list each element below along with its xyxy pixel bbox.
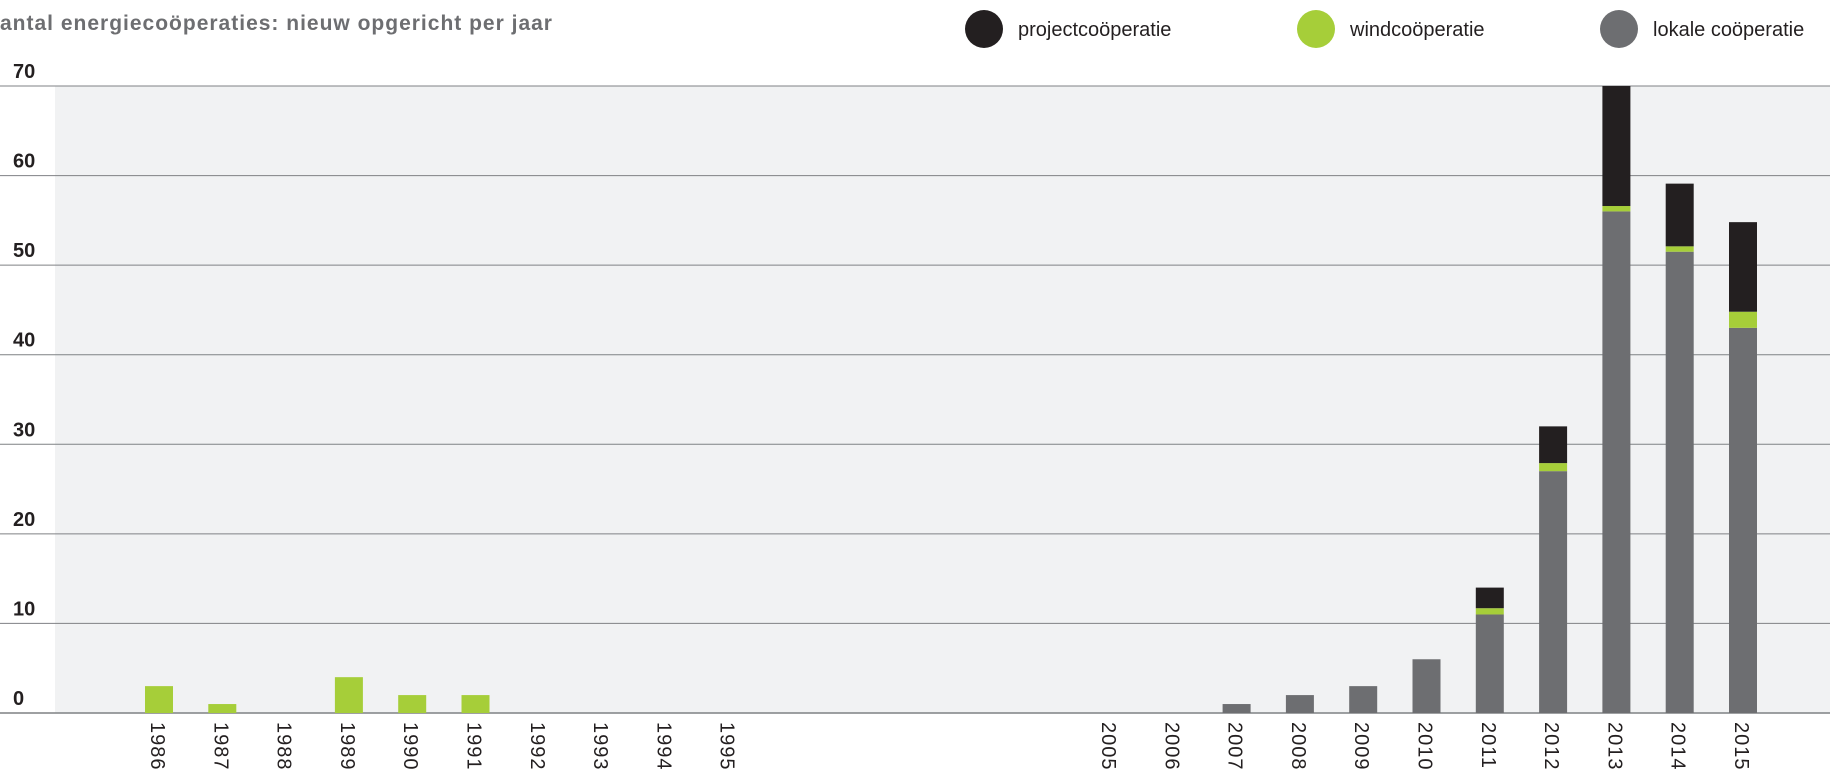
y-tick-label-70: 70 [13, 61, 35, 83]
y-tick-label-0: 0 [13, 688, 24, 710]
x-tick-label-1987: 1987 [209, 722, 231, 771]
bar-2013-projectcoöperatie [1602, 86, 1631, 207]
bar-2015-windcoöperatie [1729, 311, 1757, 328]
x-tick-label-2012: 2012 [1540, 722, 1562, 771]
x-tick-label-2008: 2008 [1287, 722, 1309, 771]
x-tick-label-2010: 2010 [1414, 722, 1436, 771]
bar-2008-lokale [1285, 695, 1314, 713]
plot-background [55, 86, 1830, 713]
y-tick-label-30: 30 [13, 419, 35, 441]
bar-2013-lokale [1602, 211, 1631, 713]
legend-swatch-projectcoöperatie [965, 10, 1003, 48]
bar-1987-windcoöperatie [208, 704, 237, 713]
legend-swatch-windcoöperatie [1297, 10, 1335, 48]
x-tick-label-2013: 2013 [1603, 722, 1625, 771]
x-tick-label-1988: 1988 [273, 722, 295, 771]
y-tick-label-40: 40 [13, 330, 35, 352]
bar-2011-lokale [1475, 614, 1504, 713]
x-tick-label-1994: 1994 [652, 722, 674, 771]
x-tick-label-2006: 2006 [1160, 722, 1182, 771]
bar-2012-lokale [1539, 471, 1568, 713]
bar-2014-projectcoöperatie [1665, 183, 1694, 247]
legend-label-projectcoöperatie: projectcoöperatie [1018, 19, 1171, 41]
bar-2011-windcoöperatie [1475, 608, 1504, 615]
x-tick-label-2015: 2015 [1730, 722, 1752, 771]
bar-2012-windcoöperatie [1539, 463, 1568, 472]
legend-label-windcoöperatie: windcoöperatie [1349, 19, 1485, 41]
x-tick-label-1995: 1995 [716, 722, 738, 771]
bar-2014-lokale [1665, 251, 1694, 713]
y-tick-label-10: 10 [13, 598, 35, 620]
bar-2013-windcoöperatie [1602, 206, 1631, 212]
bar-1990-windcoöperatie [398, 695, 427, 713]
x-tick-label-1993: 1993 [589, 722, 611, 771]
y-tick-label-50: 50 [13, 240, 35, 262]
bar-2012-projectcoöperatie [1539, 426, 1568, 464]
x-tick-label-2005: 2005 [1097, 722, 1119, 771]
x-tick-label-1992: 1992 [526, 722, 548, 771]
bar-2011-projectcoöperatie [1475, 587, 1504, 609]
x-tick-label-2014: 2014 [1667, 722, 1689, 771]
legend-swatch-lokale [1600, 10, 1638, 48]
x-tick-label-1991: 1991 [463, 722, 485, 771]
bar-1991-windcoöperatie [461, 695, 490, 713]
chart-title: antal energiecoöperaties: nieuw opgerich… [0, 12, 553, 35]
x-tick-label-1990: 1990 [399, 722, 421, 771]
legend-label-lokale: lokale coöperatie [1653, 19, 1804, 41]
bar-2009-lokale [1349, 686, 1378, 713]
bar-1989-windcoöperatie [334, 677, 363, 713]
x-tick-label-1989: 1989 [336, 722, 358, 771]
y-tick-label-20: 20 [13, 509, 35, 531]
bar-2015-projectcoöperatie [1729, 222, 1757, 312]
x-tick-label-2007: 2007 [1224, 722, 1246, 771]
x-tick-label-1986: 1986 [146, 722, 168, 771]
y-tick-label-60: 60 [13, 151, 35, 173]
bar-2007-lokale [1222, 704, 1251, 713]
bar-2010-lokale [1412, 659, 1441, 713]
bar-1986-windcoöperatie [145, 686, 173, 713]
bar-2014-windcoöperatie [1665, 246, 1694, 252]
bar-2015-lokale [1729, 327, 1757, 713]
x-tick-label-2011: 2011 [1477, 722, 1499, 769]
x-tick-label-2009: 2009 [1350, 722, 1372, 771]
